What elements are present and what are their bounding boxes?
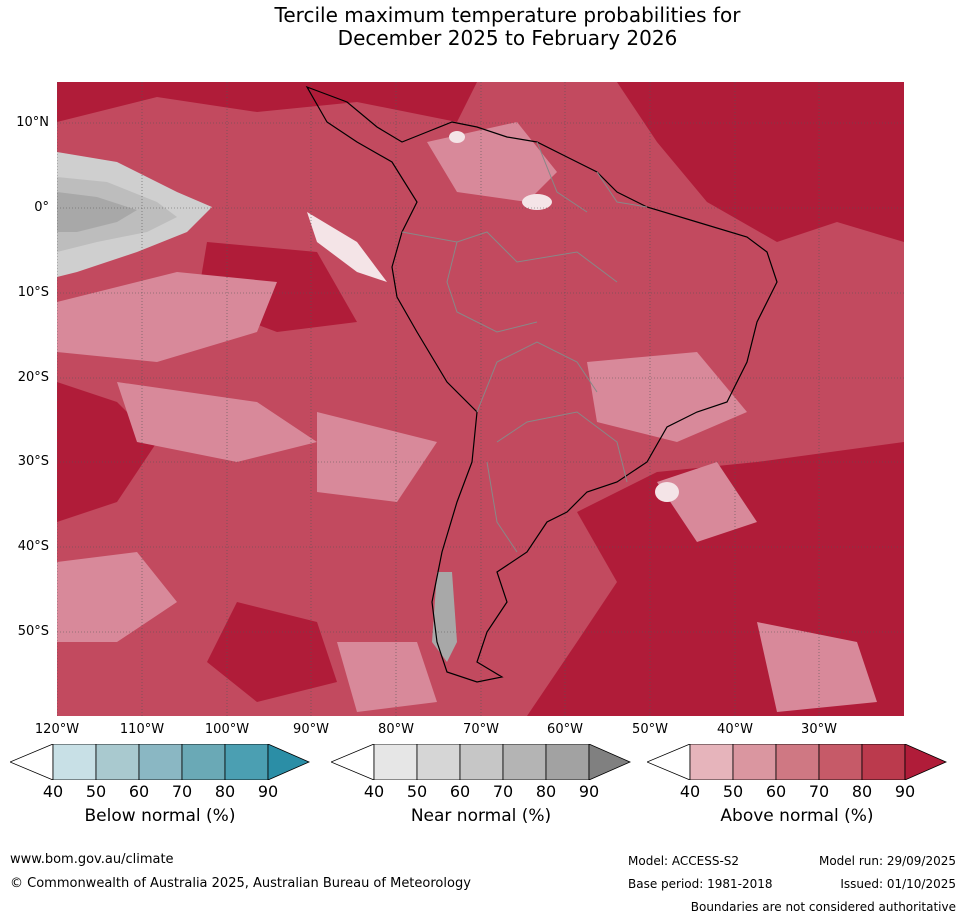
- base-period-label: Base period: 1981-2018: [628, 877, 773, 891]
- lon-label-110w: 110°W: [119, 722, 165, 737]
- lon-label-60w: 60°W: [547, 722, 583, 737]
- colorbar-above-normal-swatch: [861, 744, 906, 780]
- colorbar-above-normal-swatch: [775, 744, 820, 780]
- colorbar-below-normal-tick: 60: [128, 782, 150, 801]
- lon-label-40w: 40°W: [717, 722, 753, 737]
- colorbar-above-normal-low-arrow: [647, 744, 691, 780]
- colorbar-above-normal-tick: 90: [894, 782, 916, 801]
- colorbar-below-normal-high-arrow: [267, 744, 310, 780]
- lat-label-40s: 40°S: [17, 539, 49, 554]
- colorbar-above-normal-tick: 50: [722, 782, 744, 801]
- lon-label-80w: 80°W: [378, 722, 414, 737]
- high-probability-zones: [57, 82, 904, 716]
- colorbar-below-normal-tick: 80: [214, 782, 236, 801]
- colorbar-below-normal-swatch: [95, 744, 140, 780]
- colorbar-near-normal-tick: 40: [363, 782, 385, 801]
- lat-label-10n: 10°N: [16, 115, 49, 130]
- colorbar-above-normal-tick: 80: [851, 782, 873, 801]
- colorbar-near-normal-tick: 80: [535, 782, 557, 801]
- south-america-coastline: [305, 85, 778, 683]
- colorbar-near-normal-swatch: [373, 744, 418, 780]
- colorbar-near-normal-swatch: [416, 744, 461, 780]
- colorbar-near-normal-low-arrow: [331, 744, 375, 780]
- colorbar-above-normal-tick: 70: [808, 782, 830, 801]
- colorbar-near-normal-swatch: [545, 744, 590, 780]
- colorbar-below-normal-title: Below normal (%): [84, 806, 236, 826]
- country-boundaries: [401, 141, 648, 553]
- colorbar-near-normal-title: Near normal (%): [410, 806, 552, 826]
- colorbar-near-normal-swatch: [459, 744, 504, 780]
- lat-label-50s: 50°S: [17, 624, 49, 639]
- colorbar-above-normal-title: Above normal (%): [720, 806, 874, 826]
- colorbar-above-normal-tick: 40: [679, 782, 701, 801]
- lon-label-50w: 50°W: [632, 722, 668, 737]
- colorbar-near-normal-tick: 60: [449, 782, 471, 801]
- lon-label-90w: 90°W: [293, 722, 329, 737]
- near-normal-region: [57, 152, 457, 662]
- colorbar-above-normal-swatch: [818, 744, 863, 780]
- map-title: Tercile maximum temperature probabilitie…: [0, 4, 965, 50]
- graticule: [57, 82, 904, 716]
- colorbar-near-normal-tick: 50: [406, 782, 428, 801]
- probability-map: [57, 82, 904, 716]
- model-label: Model: ACCESS-S2: [628, 854, 740, 868]
- colorbar-near-normal-tick: 70: [492, 782, 514, 801]
- lon-label-100w: 100°W: [204, 722, 250, 737]
- lat-label-10s: 10°S: [17, 285, 49, 300]
- colorbar-above-normal-tick: 60: [765, 782, 787, 801]
- colorbar-below-normal-swatch: [224, 744, 269, 780]
- lon-label-30w: 30°W: [801, 722, 837, 737]
- moderate-probability-zones: [57, 122, 877, 712]
- colorbar-below-normal-low-arrow: [10, 744, 54, 780]
- colorbar-below-normal-swatch: [138, 744, 183, 780]
- colorbar-above-normal: [647, 744, 947, 780]
- copyright-text: © Commonwealth of Australia 2025, Austra…: [10, 876, 471, 891]
- colorbar-near-normal: [331, 744, 631, 780]
- map-title-line2: December 2025 to February 2026: [337, 26, 678, 50]
- website-link[interactable]: www.bom.gov.au/climate: [10, 852, 174, 867]
- map-title-line1: Tercile maximum temperature probabilitie…: [274, 3, 741, 27]
- boundaries-disclaimer: Boundaries are not considered authoritat…: [690, 900, 956, 914]
- colorbar-below-normal-swatch: [52, 744, 97, 780]
- lat-label-30s: 30°S: [17, 454, 49, 469]
- colorbar-above-normal-high-arrow: [904, 744, 947, 780]
- colorbar-below-normal-tick: 70: [171, 782, 193, 801]
- lat-label-0: 0°: [34, 200, 49, 215]
- white-patches: [307, 131, 679, 502]
- colorbar-near-normal-tick: 90: [578, 782, 600, 801]
- lon-label-120w: 120°W: [34, 722, 80, 737]
- issued-label: Issued: 01/10/2025: [840, 877, 956, 891]
- colorbar-above-normal-swatch: [689, 744, 734, 780]
- lon-label-70w: 70°W: [463, 722, 499, 737]
- colorbar-near-normal-swatch: [502, 744, 547, 780]
- colorbar-below-normal-tick: 50: [85, 782, 107, 801]
- colorbar-near-normal-high-arrow: [588, 744, 631, 780]
- colorbar-below-normal-swatch: [181, 744, 226, 780]
- model-run-label: Model run: 29/09/2025: [818, 854, 956, 868]
- colorbar-below-normal: [10, 744, 310, 780]
- colorbar-below-normal-tick: 90: [257, 782, 279, 801]
- lat-label-20s: 20°S: [17, 370, 49, 385]
- colorbar-below-normal-tick: 40: [42, 782, 64, 801]
- colorbar-above-normal-swatch: [732, 744, 777, 780]
